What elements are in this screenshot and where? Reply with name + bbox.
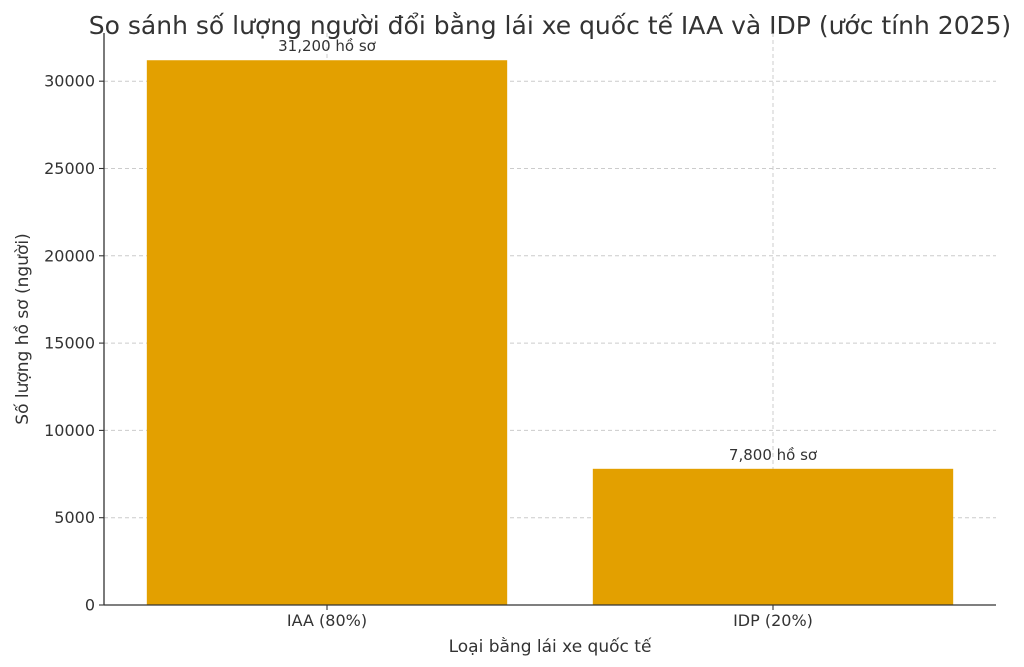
bar-layer bbox=[146, 60, 954, 605]
y-axis-title: Số lượng hồ sơ (người) bbox=[12, 233, 33, 424]
x-tick-label-1: IDP (20%) bbox=[733, 611, 813, 630]
y-tick-label-5: 25000 bbox=[44, 159, 95, 178]
data-label-0: 31,200 hồ sơ bbox=[278, 37, 377, 55]
x-tick-label-0: IAA (80%) bbox=[287, 611, 367, 630]
data-label-1: 7,800 hồ sơ bbox=[729, 446, 818, 464]
y-tick-label-2: 10000 bbox=[44, 421, 95, 440]
chart-title: So sánh số lượng người đổi bằng lái xe q… bbox=[89, 11, 1011, 40]
label-layer: 0 5000 10000 15000 20000 25000 30000 IAA (80%) I… bbox=[44, 37, 818, 630]
axis-layer bbox=[99, 33, 996, 610]
bar-1 bbox=[592, 468, 954, 605]
x-axis-title: Loại bằng lái xe quốc tế bbox=[449, 636, 652, 657]
y-tick-label-6: 30000 bbox=[44, 72, 95, 91]
y-tick-label-1: 5000 bbox=[54, 508, 95, 527]
y-tick-label-3: 15000 bbox=[44, 334, 95, 353]
bar-0 bbox=[146, 60, 508, 605]
y-tick-label-0: 0 bbox=[85, 596, 95, 615]
y-tick-label-4: 20000 bbox=[44, 246, 95, 265]
